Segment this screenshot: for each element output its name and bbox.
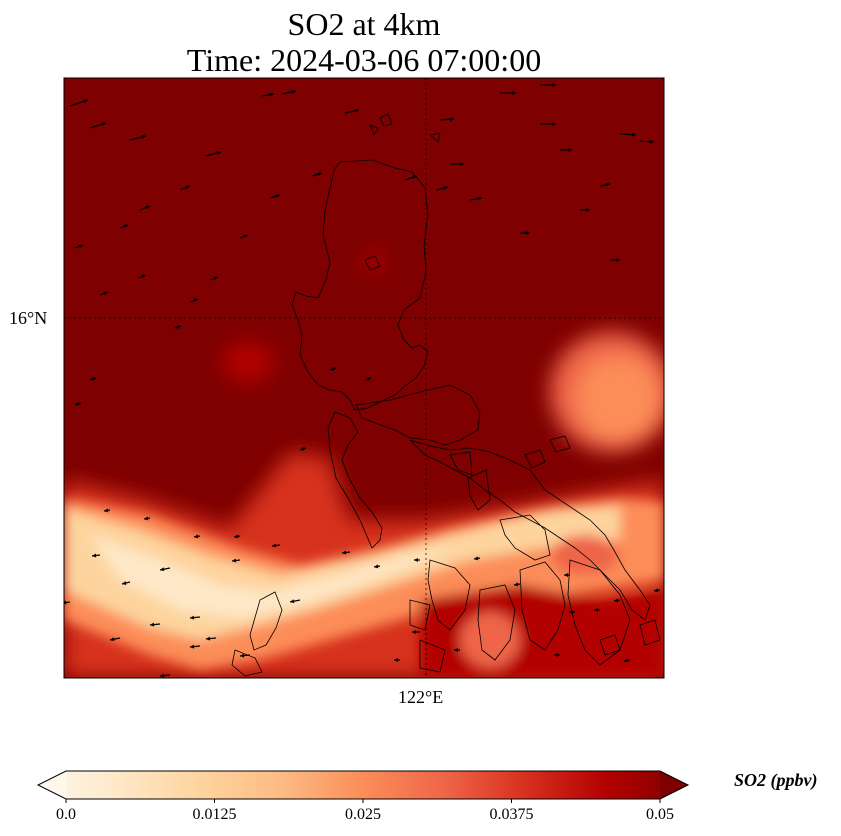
wind-arrow-head xyxy=(290,599,295,604)
wind-arrow-head xyxy=(104,508,109,513)
wind-arrow-head xyxy=(460,162,464,166)
wind-arrow-head xyxy=(394,658,398,662)
wind-arrow-head xyxy=(301,447,306,452)
wind-arrow-head xyxy=(342,550,347,555)
wind-arrow-head xyxy=(141,274,146,279)
wind-arrow-head xyxy=(454,648,458,652)
wind-vectors xyxy=(64,83,661,678)
wind-arrow-head xyxy=(160,673,165,678)
wind-arrow-head xyxy=(141,135,146,139)
wind-arrow-head xyxy=(232,558,237,563)
wind-arrow-head xyxy=(514,582,519,587)
wind-arrow-head xyxy=(83,99,88,104)
colorbar xyxy=(36,770,690,803)
wind-arrow-head xyxy=(269,92,274,97)
wind-arrow-head xyxy=(317,172,322,177)
wind-arrow-head xyxy=(649,139,654,144)
coastlines xyxy=(231,113,661,677)
wind-arrow-head xyxy=(614,598,619,603)
wind-arrow-head xyxy=(123,224,128,229)
wind-arrow-head xyxy=(412,175,417,180)
colorbar-tick-label: 0.025 xyxy=(345,806,381,823)
wind-arrow-head xyxy=(144,516,149,521)
wind-arrow-head xyxy=(291,89,296,94)
wind-arrow-head xyxy=(512,91,516,95)
wind-arrow-head xyxy=(374,564,379,569)
wind-arrow-head xyxy=(554,653,558,657)
colorbar-tick-label: 0.0125 xyxy=(192,806,237,823)
wind-arrow-head xyxy=(213,276,218,281)
wind-arrow-head xyxy=(552,83,556,87)
wind-arrow-head xyxy=(569,610,573,614)
wind-arrow-head xyxy=(101,122,106,127)
wind-arrow-head xyxy=(412,630,416,634)
wind-arrow-head xyxy=(78,244,83,249)
map-title-line2: Time: 2024-03-06 07:00:00 xyxy=(186,42,542,78)
wind-arrow-head xyxy=(150,622,155,627)
wind-arrow-head xyxy=(176,325,181,330)
colorbar-tick-label: 0.0375 xyxy=(489,806,534,823)
colorbar-extend-low xyxy=(38,771,66,799)
colorbar-tick-label: 0.0 xyxy=(56,806,76,823)
wind-arrow-head xyxy=(122,581,127,585)
wind-arrow-head xyxy=(366,377,371,382)
wind-arrow-head xyxy=(586,208,590,212)
wind-arrow-head xyxy=(564,573,568,577)
wind-arrow-head xyxy=(414,558,418,562)
wind-arrow-head xyxy=(243,234,248,239)
wind-arrow-head xyxy=(594,608,598,612)
wind-arrow xyxy=(64,601,71,604)
wind-arrow-head xyxy=(216,151,221,155)
wind-arrow-head xyxy=(331,367,336,372)
map-frame xyxy=(63,77,665,679)
wind-arrow-head xyxy=(194,534,199,539)
latitude-tick-label: 16°N xyxy=(9,308,48,328)
wind-arrow-head xyxy=(206,636,211,641)
wind-arrow-head xyxy=(605,182,610,187)
gridlines xyxy=(64,78,664,678)
wind-arrow-head xyxy=(145,205,150,210)
wind-arrow-head xyxy=(624,658,629,663)
colorbar-tick-label: 0.05 xyxy=(646,806,674,823)
wind-arrow-head xyxy=(92,553,97,558)
wind-arrow-head xyxy=(103,291,108,296)
longitude-tick-label: 122°E xyxy=(398,687,444,707)
wind-arrow-head xyxy=(354,108,359,113)
wind-arrow-head xyxy=(654,588,659,593)
colorbar-extend-high xyxy=(660,771,688,799)
wind-arrow-head xyxy=(190,644,195,649)
wind-arrow-head xyxy=(234,534,239,539)
wind-arrow-head xyxy=(443,186,448,190)
wind-arrow-head xyxy=(76,402,81,407)
wind-arrow-head xyxy=(160,567,165,572)
wind-arrow-head xyxy=(64,600,67,605)
wind-arrow-head xyxy=(631,132,636,137)
colorbar-label: SO2 (ppbv) xyxy=(734,770,818,790)
wind-arrow-head xyxy=(193,298,198,303)
wind-arrow-head xyxy=(272,543,277,548)
wind-arrow-head xyxy=(190,615,195,620)
wind-arrow-head xyxy=(616,258,620,262)
wind-arrow-head xyxy=(240,653,245,658)
wind-arrow-head xyxy=(110,637,115,642)
wind-arrow-head xyxy=(552,122,556,126)
wind-arrow-head xyxy=(275,194,280,199)
wind-arrow-head xyxy=(474,556,479,561)
wind-arrow-head xyxy=(477,196,482,201)
wind-arrow-head xyxy=(91,377,96,382)
map-title-line1: SO2 at 4km xyxy=(287,6,441,42)
wind-arrow-head xyxy=(185,185,190,190)
so2-field xyxy=(64,78,664,678)
wind-arrow-head xyxy=(526,231,530,235)
wind-arrow-head xyxy=(568,148,572,152)
wind-arrow-head xyxy=(449,117,454,122)
